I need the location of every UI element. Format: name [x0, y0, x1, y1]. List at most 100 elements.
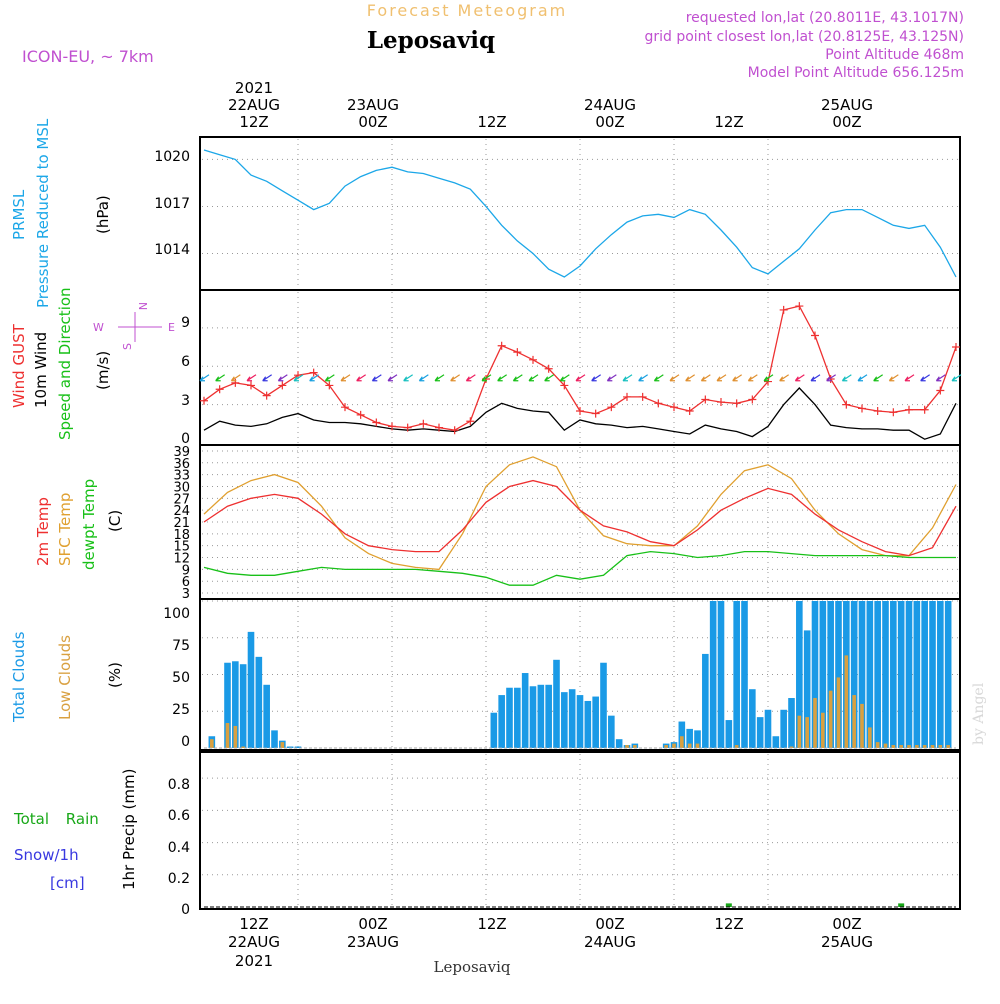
- gust-point-0: [200, 396, 208, 405]
- gust-point-43: [873, 407, 882, 416]
- low-cloud-bar-66: [946, 745, 950, 748]
- gust-point-34: [732, 399, 741, 408]
- gust-point-4: [262, 391, 271, 400]
- total-cloud-bar-26: [608, 715, 615, 748]
- total-cloud-bar-22: [576, 695, 584, 748]
- pressure-tick-1017: 1017: [154, 196, 190, 212]
- gust-point-33: [717, 398, 725, 407]
- gust-point-36: [764, 377, 772, 386]
- wind-arrow-26: [403, 374, 413, 382]
- top-time-axis: 12Z 22AUG 2021 00Z 23AUG 12Z 00Z 24AUG 1…: [228, 79, 873, 131]
- low-cloud-bar-59: [891, 745, 896, 748]
- gust-point-20: [513, 348, 522, 357]
- total-cloud-bar-40: [741, 601, 748, 748]
- total-cloud-bar-4: [247, 631, 255, 748]
- wind-arrow-88: [888, 374, 899, 382]
- wind-arrow-38: [497, 374, 507, 382]
- low-cloud-bar-47: [797, 715, 802, 748]
- location-title: Leposaviq: [367, 27, 495, 54]
- total-cloud-bar-52: [835, 601, 842, 748]
- gust-point-29: [654, 399, 663, 408]
- total-cloud-bar-58: [882, 601, 889, 748]
- total-cloud-bar-3: [239, 664, 247, 748]
- temp-label-dewpt: dewpt Temp: [80, 479, 98, 570]
- wind-arrow-54: [622, 374, 633, 382]
- model-label: ICON-EU, ~ 7km: [22, 47, 154, 66]
- wind-arrow-90: [904, 374, 915, 382]
- total-cloud-bar-19: [553, 659, 560, 748]
- gust-point-32: [701, 395, 710, 404]
- temp-tick-3: 3: [182, 587, 190, 602]
- total-cloud-bar-50: [819, 601, 827, 748]
- total-cloud-bar-60: [897, 601, 905, 748]
- low-cloud-bar-2: [233, 725, 238, 748]
- wind-arrow-94: [935, 374, 946, 382]
- bottom-tick-hour-0: 12Z: [239, 915, 268, 933]
- wind-arrow-2: [215, 374, 225, 382]
- total-cloud-bar-14: [514, 687, 521, 748]
- clouds-tick-75: 75: [172, 638, 190, 654]
- gust-point-19: [497, 341, 506, 350]
- low-cloud-bar-61: [907, 745, 911, 748]
- total-cloud-bar-44: [772, 736, 780, 748]
- bottom-time-axis: 12Z 22AUG 2021 00Z 23AUG 12Z 00Z 24AUG 1…: [228, 915, 873, 970]
- wind-arrow-20: [356, 374, 366, 382]
- total-cloud-bar-42: [756, 717, 764, 748]
- low-cloud-bar-8: [280, 742, 285, 748]
- wind-label-10m: 10m Wind: [32, 332, 50, 408]
- temp-tick-12: 12: [173, 552, 190, 567]
- wind-arrow-56: [638, 374, 648, 382]
- total-cloud-bar-13: [506, 687, 513, 748]
- low-cloud-bar-56: [868, 727, 872, 748]
- clouds-tick-100: 100: [163, 606, 190, 622]
- low-cloud-bar-30: [664, 745, 668, 748]
- low-cloud-bar-62: [915, 745, 919, 748]
- wind-arrow-64: [700, 374, 711, 382]
- wind-arrow-28: [418, 374, 429, 382]
- wind-arrow-30: [434, 374, 445, 382]
- temp-tick-30: 30: [173, 480, 190, 495]
- low-cloud-bar-54: [852, 695, 856, 748]
- wind-arrow-84: [857, 374, 868, 382]
- gust-point-47: [936, 386, 945, 395]
- precip-label-cm: [cm]: [50, 874, 85, 892]
- low-cloud-bar-34: [695, 743, 700, 748]
- total-cloud-bar-61: [905, 601, 913, 748]
- total-cloud-bar-7: [271, 730, 278, 748]
- total-cloud-bar-51: [827, 601, 834, 748]
- pressure-label-msl: Pressure Reduced to MSL: [34, 118, 52, 308]
- bottom-tick-date-3: 24AUG: [584, 933, 636, 951]
- wind-arrow-10: [277, 374, 288, 382]
- total-cloud-bar-49: [811, 601, 819, 748]
- total-cloud-bar-55: [858, 601, 866, 748]
- clouds-tick-0: 0: [181, 734, 190, 750]
- pressure-label-prmsl: PRMSL: [10, 189, 28, 240]
- clouds-unit: (%): [106, 662, 124, 688]
- gust-point-45: [905, 405, 913, 414]
- wind-arrow-66: [716, 374, 727, 382]
- low-cloud-bar-60: [899, 745, 903, 748]
- gust-point-27: [623, 392, 631, 401]
- low-cloud-bar-58: [883, 743, 888, 748]
- temp-label-2m: 2m Temp: [34, 497, 52, 566]
- precip-labels: Total Rain Snow/1h [cm] 1hr Precip (mm) …: [13, 769, 190, 918]
- model-altitude: Model Point Altitude 656.125m: [748, 65, 964, 81]
- low-cloud-bar-48: [805, 717, 809, 748]
- low-cloud-bar-50: [821, 712, 825, 748]
- total-cloud-bar-38: [725, 720, 733, 748]
- low-cloud-bar-52: [836, 677, 841, 748]
- precip-tick-0.6: 0.6: [168, 808, 190, 824]
- rain-bar-1: [898, 903, 905, 907]
- gust-point-25: [591, 409, 600, 418]
- low-cloud-bar-65: [938, 745, 943, 748]
- compass-east: E: [168, 321, 175, 334]
- total-cloud-bar-16: [529, 686, 537, 748]
- precip-tick-0: 0: [181, 902, 190, 918]
- gust-point-8: [325, 381, 334, 390]
- wind-arrow-92: [920, 374, 930, 382]
- bottom-tick-hour-1: 00Z: [358, 915, 387, 933]
- wind-arrow-72: [763, 374, 774, 382]
- wind-arrow-58: [653, 374, 664, 382]
- wind-arrow-24: [387, 374, 398, 382]
